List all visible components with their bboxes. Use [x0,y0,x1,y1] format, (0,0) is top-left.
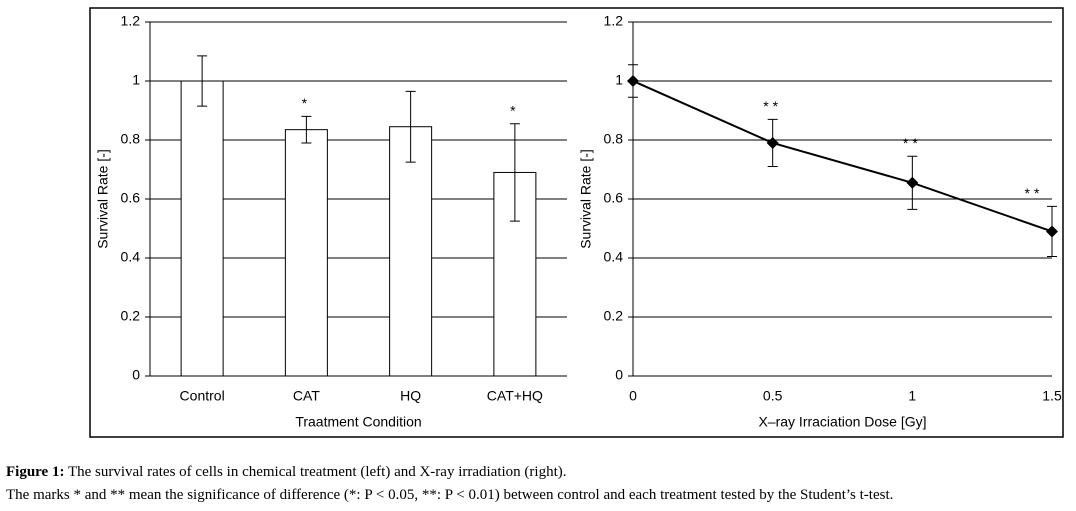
y-tick-label: 0.6 [604,190,624,206]
y-axis-label: Survival Rate [-] [95,149,111,249]
bar [180,80,224,377]
x-tick-label: HQ [400,388,421,404]
y-tick-label: 1 [615,72,623,88]
marker [627,75,639,87]
y-tick-label: 1 [132,72,140,88]
significance-mark: ** [1025,185,1044,201]
y-tick-label: 0.6 [121,190,141,206]
error-bar [197,55,208,107]
y-tick-label: 0.4 [604,249,624,265]
x-tick-label: CAT+HQ [487,388,543,404]
x-tick-label: 0.5 [763,388,783,404]
x-axis-label: Traatment Condition [295,414,421,430]
series-line [632,80,1053,233]
figure-frame [89,7,1064,438]
y-tick-label: 0 [615,367,623,383]
y-tick-label: 0.8 [604,131,624,147]
caption-text: The survival rates of cells in chemical … [67,464,567,480]
y-tick-label: 0.8 [121,131,141,147]
y-tick-label: 0 [132,367,140,383]
y-tick-label: 0.4 [121,249,141,265]
x-tick-label: 1 [908,388,916,404]
error-bar [405,90,416,163]
significance-mark: * [302,95,311,111]
marker [766,136,779,149]
x-tick-label: Control [180,388,225,404]
marker [1046,225,1058,238]
marker [906,176,919,189]
caption-label: Figure 1: [6,464,65,480]
significance-mark: ** [763,98,782,114]
y-axis-label: Survival Rate [-] [578,149,594,249]
caption-line: Figure 1: The survival rates of cells in… [6,464,567,481]
x-tick-label: 0 [629,388,637,404]
significance-mark: ** [903,135,922,151]
charts: 0 0.2 0.4 0.6 0.8 1 1.2 Survival Rate [-] Traatm… [89,7,1064,438]
bar [389,126,433,377]
caption-note: The marks * and ** mean the significance… [6,487,894,503]
error-bar [301,115,312,144]
significance-mark: * [510,102,519,118]
y-tick-label: 1.2 [121,13,141,29]
y-tick-label: 0.2 [604,308,624,324]
y-tick-label: 1.2 [604,13,624,29]
x-axis-label: X–ray Irraciation Dose [Gy] [758,414,926,430]
y-tick-label: 0.2 [121,308,141,324]
error-bar [509,123,520,222]
bar [284,129,328,377]
x-tick-label: 1.5 [1042,388,1062,404]
x-tick-label: CAT [293,388,320,404]
